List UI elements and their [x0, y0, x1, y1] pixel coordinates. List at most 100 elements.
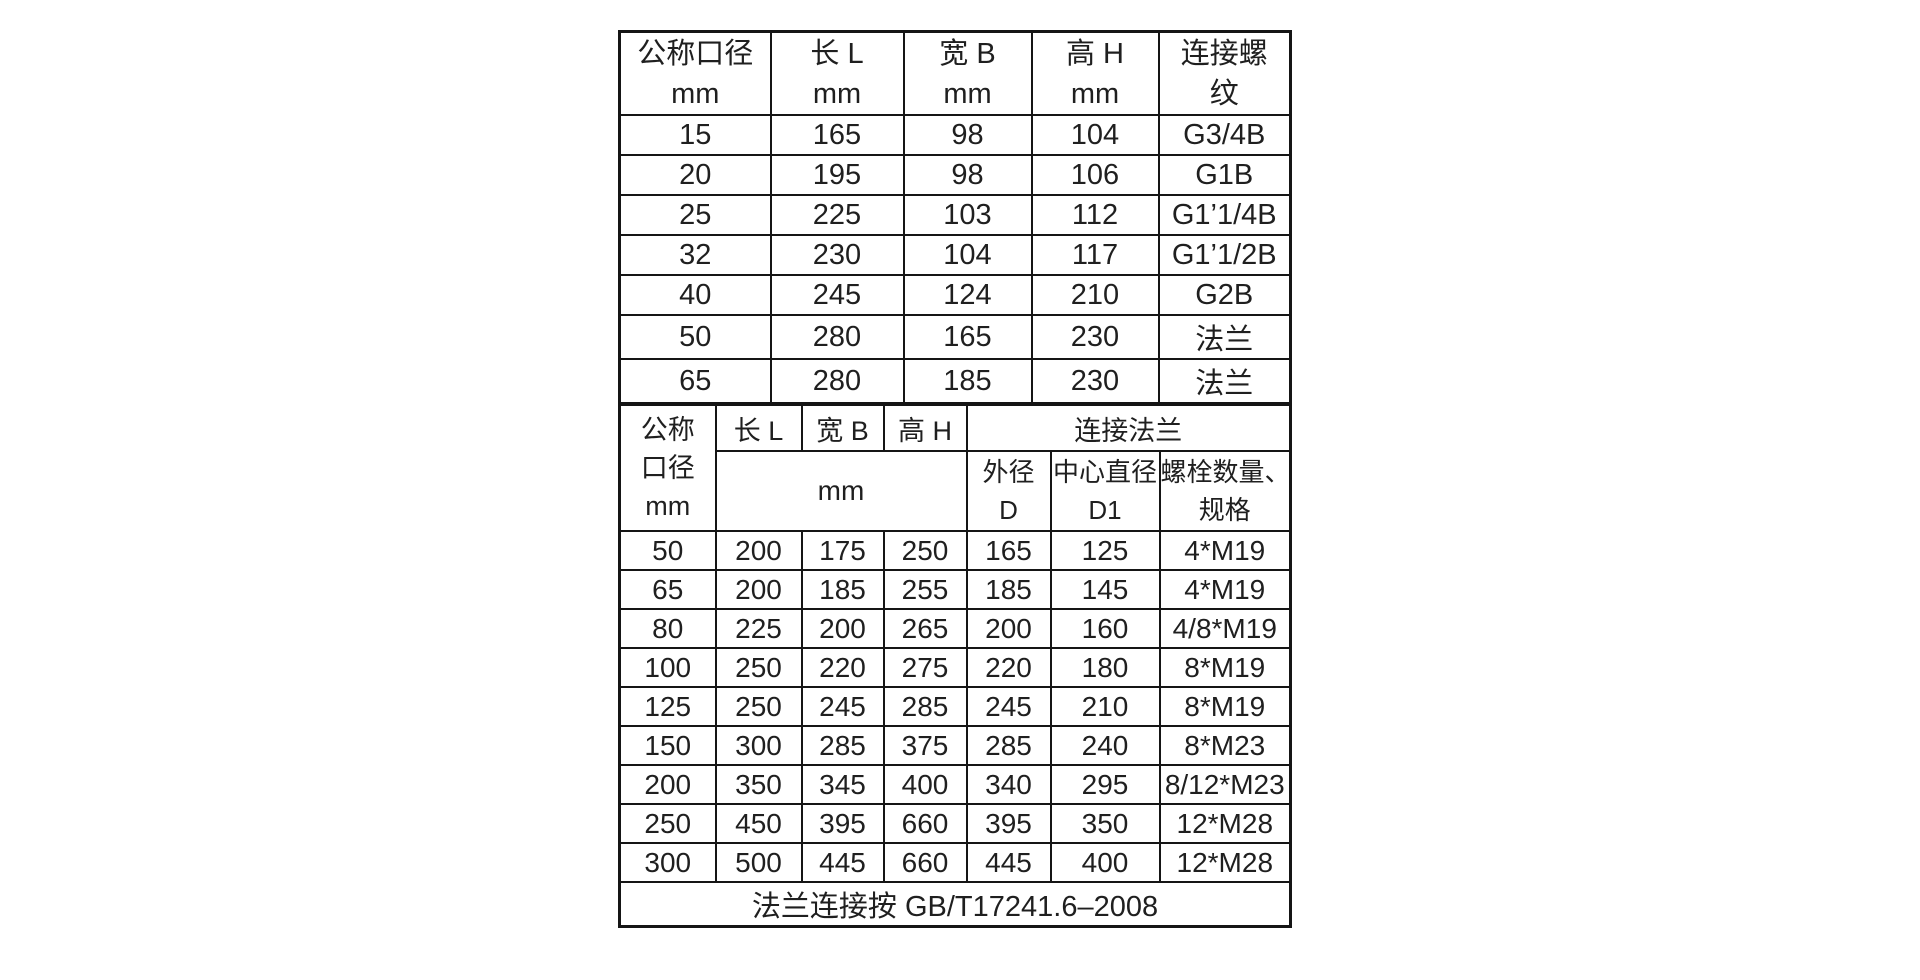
table-cell: 285	[965, 725, 1052, 766]
table-cell: 50	[618, 314, 772, 360]
table-cell: 150	[618, 725, 717, 766]
table-cell: G3/4B	[1157, 114, 1292, 156]
table-cell: 200	[714, 569, 803, 610]
column-header-label: 宽 B	[939, 37, 996, 70]
table-cell: 500	[714, 842, 803, 883]
column-header-label: 公称	[640, 415, 695, 445]
table-cell: 280	[769, 358, 905, 405]
column-header-label: 长 L	[810, 37, 864, 70]
column-header-label: 连接螺	[1180, 37, 1268, 70]
table-cell: 20	[618, 154, 772, 196]
table2-body: 50 200 175 250 165 125 4*M19 65 200 185 255 185 145 4…	[618, 530, 1292, 883]
table-cell: G1B	[1157, 154, 1292, 196]
table-cell: 250	[882, 530, 968, 571]
table-row: 200 350 345 400 340 295 8/12*M23	[618, 764, 1292, 805]
column-header-outer-diameter: 外径 D	[965, 450, 1052, 532]
table-cell: G2B	[1157, 274, 1292, 316]
table-cell: 660	[882, 842, 968, 883]
table-cell: 165	[902, 314, 1033, 360]
table-row: 250 450 395 660 395 350 12*M28	[618, 803, 1292, 844]
table-row: 65 280 185 230 法兰	[618, 358, 1292, 405]
column-header-bolt-spec: 螺栓数量、 规格	[1158, 450, 1292, 532]
table-row: 50 280 165 230 法兰	[618, 314, 1292, 360]
table-row: 50 200 175 250 165 125 4*M19	[618, 530, 1292, 571]
table-cell: 225	[714, 608, 803, 649]
table-cell: 295	[1049, 764, 1161, 805]
table-row: 32 230 104 117 G1’1/2B	[618, 234, 1292, 276]
table-cell: 法兰	[1157, 314, 1292, 360]
column-header-unit: mm	[812, 77, 862, 110]
table-cell: 340	[965, 764, 1052, 805]
column-header-unit: mm	[1070, 77, 1120, 110]
table-cell: 4*M19	[1158, 569, 1292, 610]
table-cell: 165	[769, 114, 905, 156]
column-header-dn: 公称口径 mm	[618, 30, 772, 116]
table-cell: 230	[769, 234, 905, 276]
flange-standard-note: 法兰连接按 GB/T17241.6–2008	[618, 881, 1292, 928]
column-header-label: 螺栓数量、	[1160, 457, 1291, 487]
column-header-label: 纹	[1209, 77, 1239, 110]
table1-header: 公称口径 mm 长 L mm 宽 B mm 高 H mm	[618, 30, 1292, 116]
table-cell: 124	[902, 274, 1033, 316]
column-header-label: 中心直径	[1052, 457, 1157, 487]
table-cell: 200	[714, 530, 803, 571]
table-cell: 200	[800, 608, 885, 649]
table-cell: 350	[1049, 803, 1161, 844]
table-cell: 400	[882, 764, 968, 805]
table-cell: 125	[618, 686, 717, 727]
table-cell: 104	[1030, 114, 1160, 156]
column-header-label: 公称口径	[637, 37, 754, 70]
table-cell: 245	[965, 686, 1052, 727]
table-cell: 255	[882, 569, 968, 610]
table-cell: 285	[800, 725, 885, 766]
table-cell: 98	[902, 114, 1033, 156]
table-cell: 25	[618, 194, 772, 236]
table-cell: 15	[618, 114, 772, 156]
table-cell: 210	[1049, 686, 1161, 727]
table-cell: 250	[714, 686, 803, 727]
table-cell: 103	[902, 194, 1033, 236]
table-cell: 8/12*M23	[1158, 764, 1292, 805]
table-cell: 112	[1030, 194, 1160, 236]
table-cell: 210	[1030, 274, 1160, 316]
table-cell: 40	[618, 274, 772, 316]
table-cell: 100	[618, 647, 717, 688]
column-header-height: 高 H mm	[1030, 30, 1160, 116]
column-header-length: 长 L	[714, 403, 803, 452]
column-header-symbol: D	[999, 495, 1018, 525]
table-cell: 660	[882, 803, 968, 844]
table-cell: 180	[1049, 647, 1161, 688]
table-cell: 265	[882, 608, 968, 649]
table-cell: 32	[618, 234, 772, 276]
table-cell: 法兰	[1157, 358, 1292, 405]
threaded-connection-size-table: 公称口径 mm 长 L mm 宽 B mm 高 H mm	[618, 30, 1292, 405]
column-header-thread: 连接螺 纹	[1157, 30, 1292, 116]
table-row: 100 250 220 275 220 180 8*M19	[618, 647, 1292, 688]
flanged-connection-size-table: 公称 口径 mm 长 L 宽 B 高 H 连接法兰 mm 外径 D	[618, 403, 1293, 928]
table-cell: 300	[618, 842, 717, 883]
table-cell: 280	[769, 314, 905, 360]
table-row: 25 225 103 112 G1’1/4B	[618, 194, 1292, 236]
table-cell: 240	[1049, 725, 1161, 766]
column-header-unit: mm	[671, 77, 720, 110]
table-cell: 185	[902, 358, 1033, 405]
column-header-unit: mm	[943, 77, 992, 110]
table-cell: 445	[800, 842, 885, 883]
table-cell: 145	[1049, 569, 1161, 610]
table-cell: 117	[1030, 234, 1160, 276]
table-cell: 450	[714, 803, 803, 844]
table-cell: 245	[800, 686, 885, 727]
table-cell: 200	[965, 608, 1052, 649]
table-cell: 220	[800, 647, 885, 688]
table2-footer: 法兰连接按 GB/T17241.6–2008	[618, 881, 1292, 928]
table-cell: 345	[800, 764, 885, 805]
table2-header-row-2: mm 外径 D 中心直径 D1 螺栓数量、 规格	[620, 450, 1292, 532]
table-cell: 285	[882, 686, 968, 727]
footer-row: 法兰连接按 GB/T17241.6–2008	[618, 881, 1292, 928]
table-cell: 8*M23	[1158, 725, 1292, 766]
table-cell: 350	[714, 764, 803, 805]
table-row: 300 500 445 660 445 400 12*M28	[618, 842, 1292, 883]
table-cell: 400	[1049, 842, 1161, 883]
table2-header-row-1: 公称 口径 mm 长 L 宽 B 高 H 连接法兰	[618, 403, 1292, 532]
